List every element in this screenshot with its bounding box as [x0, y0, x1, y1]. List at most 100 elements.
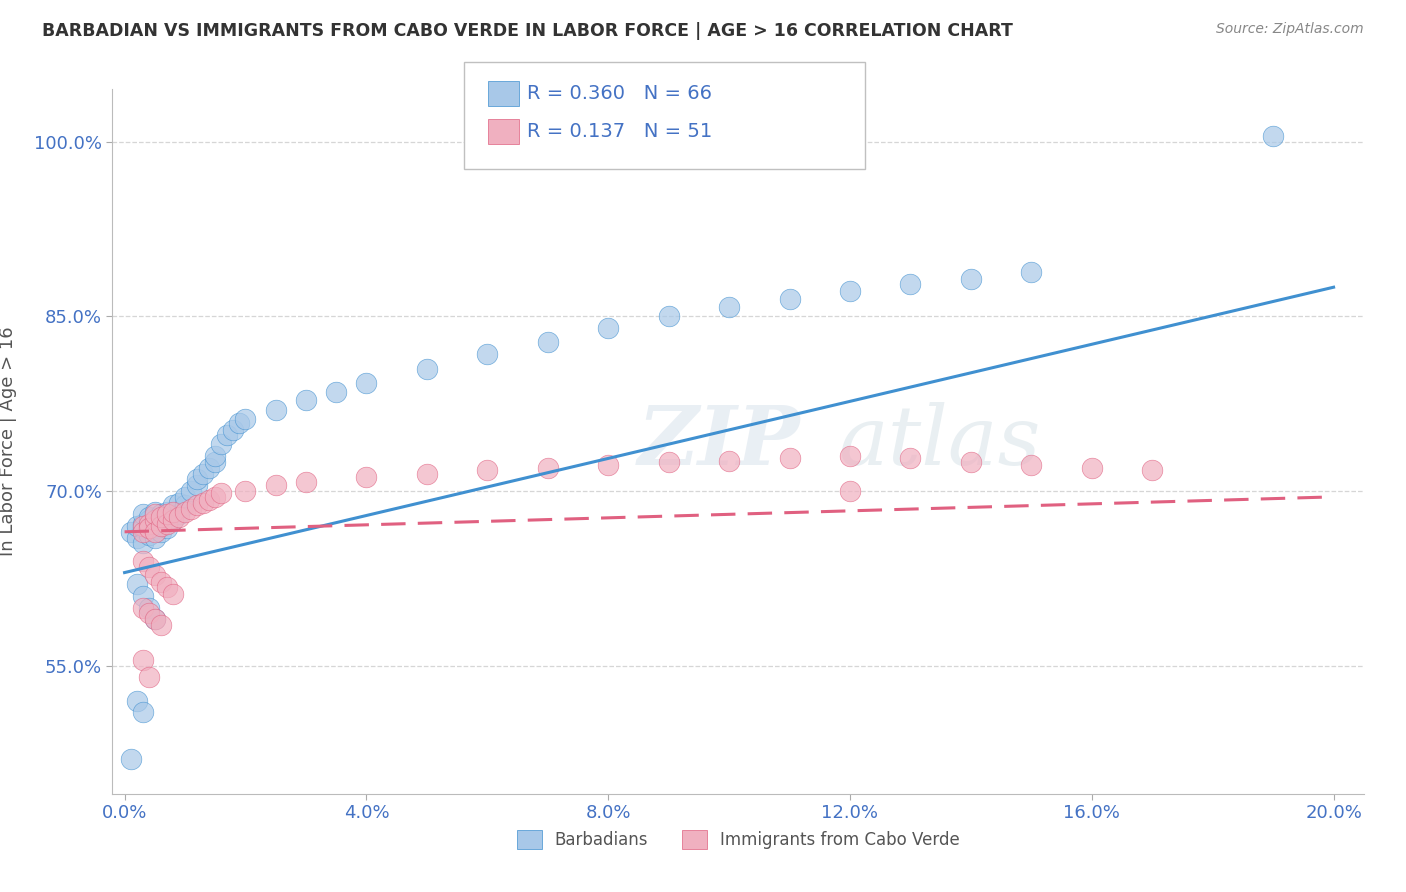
Point	[209, 437, 232, 451]
Point	[149, 513, 172, 527]
Point	[131, 600, 153, 615]
Point	[156, 508, 179, 522]
Text: BARBADIAN VS IMMIGRANTS FROM CABO VERDE IN LABOR FORCE | AGE > 16 CORRELATION CH: BARBADIAN VS IMMIGRANTS FROM CABO VERDE …	[42, 22, 1014, 40]
Point	[138, 513, 160, 527]
Point	[162, 498, 184, 512]
Point	[228, 417, 250, 431]
Point	[960, 272, 983, 286]
Point	[149, 574, 172, 589]
Point	[204, 455, 226, 469]
Point	[138, 509, 160, 524]
Point	[356, 470, 378, 484]
Point	[477, 463, 499, 477]
Point	[325, 385, 347, 400]
Point	[839, 449, 862, 463]
Point	[138, 528, 160, 542]
Point	[356, 376, 378, 390]
Point	[191, 496, 214, 510]
Point	[156, 509, 179, 524]
Point	[131, 508, 153, 522]
Point	[120, 524, 142, 539]
Point	[1021, 458, 1043, 473]
Point	[477, 346, 499, 360]
Point	[839, 483, 862, 498]
Point	[143, 505, 166, 519]
Point	[143, 513, 166, 527]
Point	[167, 496, 190, 510]
Point	[198, 493, 221, 508]
Point	[149, 516, 172, 531]
Point	[264, 478, 287, 492]
Point	[900, 277, 922, 291]
Point	[131, 521, 153, 535]
Point	[156, 521, 179, 535]
Point	[138, 519, 160, 533]
Point	[198, 460, 221, 475]
Point	[1142, 463, 1164, 477]
Point	[209, 486, 232, 500]
Point	[960, 455, 983, 469]
Text: R = 0.360   N = 66: R = 0.360 N = 66	[527, 84, 713, 103]
Point	[156, 516, 179, 531]
Point	[658, 455, 681, 469]
Point	[149, 519, 172, 533]
Point	[120, 752, 142, 766]
Point	[131, 653, 153, 667]
Point	[191, 467, 214, 481]
Text: R = 0.137   N = 51: R = 0.137 N = 51	[527, 121, 713, 141]
Point	[143, 513, 166, 527]
Point	[1263, 128, 1285, 143]
Point	[149, 618, 172, 632]
Point	[162, 505, 184, 519]
Point	[295, 475, 318, 489]
Point	[125, 694, 148, 708]
Point	[138, 516, 160, 531]
Point	[125, 577, 148, 591]
Point	[174, 498, 197, 512]
Point	[174, 490, 197, 504]
Y-axis label: In Labor Force | Age > 16: In Labor Force | Age > 16	[0, 326, 17, 557]
Point	[131, 516, 153, 531]
Point	[295, 393, 318, 408]
Point	[416, 361, 439, 376]
Point	[156, 580, 179, 594]
Point	[416, 467, 439, 481]
Point	[186, 478, 208, 492]
Point	[131, 589, 153, 603]
Point	[143, 508, 166, 522]
Legend: Barbadians, Immigrants from Cabo Verde: Barbadians, Immigrants from Cabo Verde	[510, 823, 966, 856]
Point	[162, 586, 184, 600]
Point	[839, 284, 862, 298]
Point	[143, 531, 166, 545]
Point	[138, 521, 160, 535]
Point	[217, 428, 239, 442]
Point	[138, 559, 160, 574]
Point	[149, 524, 172, 539]
Point	[537, 460, 560, 475]
Point	[598, 458, 620, 473]
Point	[149, 509, 172, 524]
Point	[143, 612, 166, 626]
Point	[718, 300, 741, 314]
Point	[156, 514, 179, 528]
Point	[131, 536, 153, 550]
Point	[174, 505, 197, 519]
Point	[167, 508, 190, 522]
Point	[718, 454, 741, 468]
Point	[125, 531, 148, 545]
Point	[1081, 460, 1104, 475]
Point	[149, 508, 172, 522]
Point	[131, 554, 153, 568]
Point	[204, 449, 226, 463]
Point	[138, 600, 160, 615]
Point	[143, 516, 166, 531]
Point	[143, 521, 166, 535]
Point	[779, 451, 801, 466]
Point	[264, 402, 287, 417]
Point	[167, 509, 190, 524]
Point	[779, 292, 801, 306]
Point	[235, 412, 257, 426]
Point	[598, 321, 620, 335]
Point	[143, 524, 166, 539]
Point	[186, 498, 208, 512]
